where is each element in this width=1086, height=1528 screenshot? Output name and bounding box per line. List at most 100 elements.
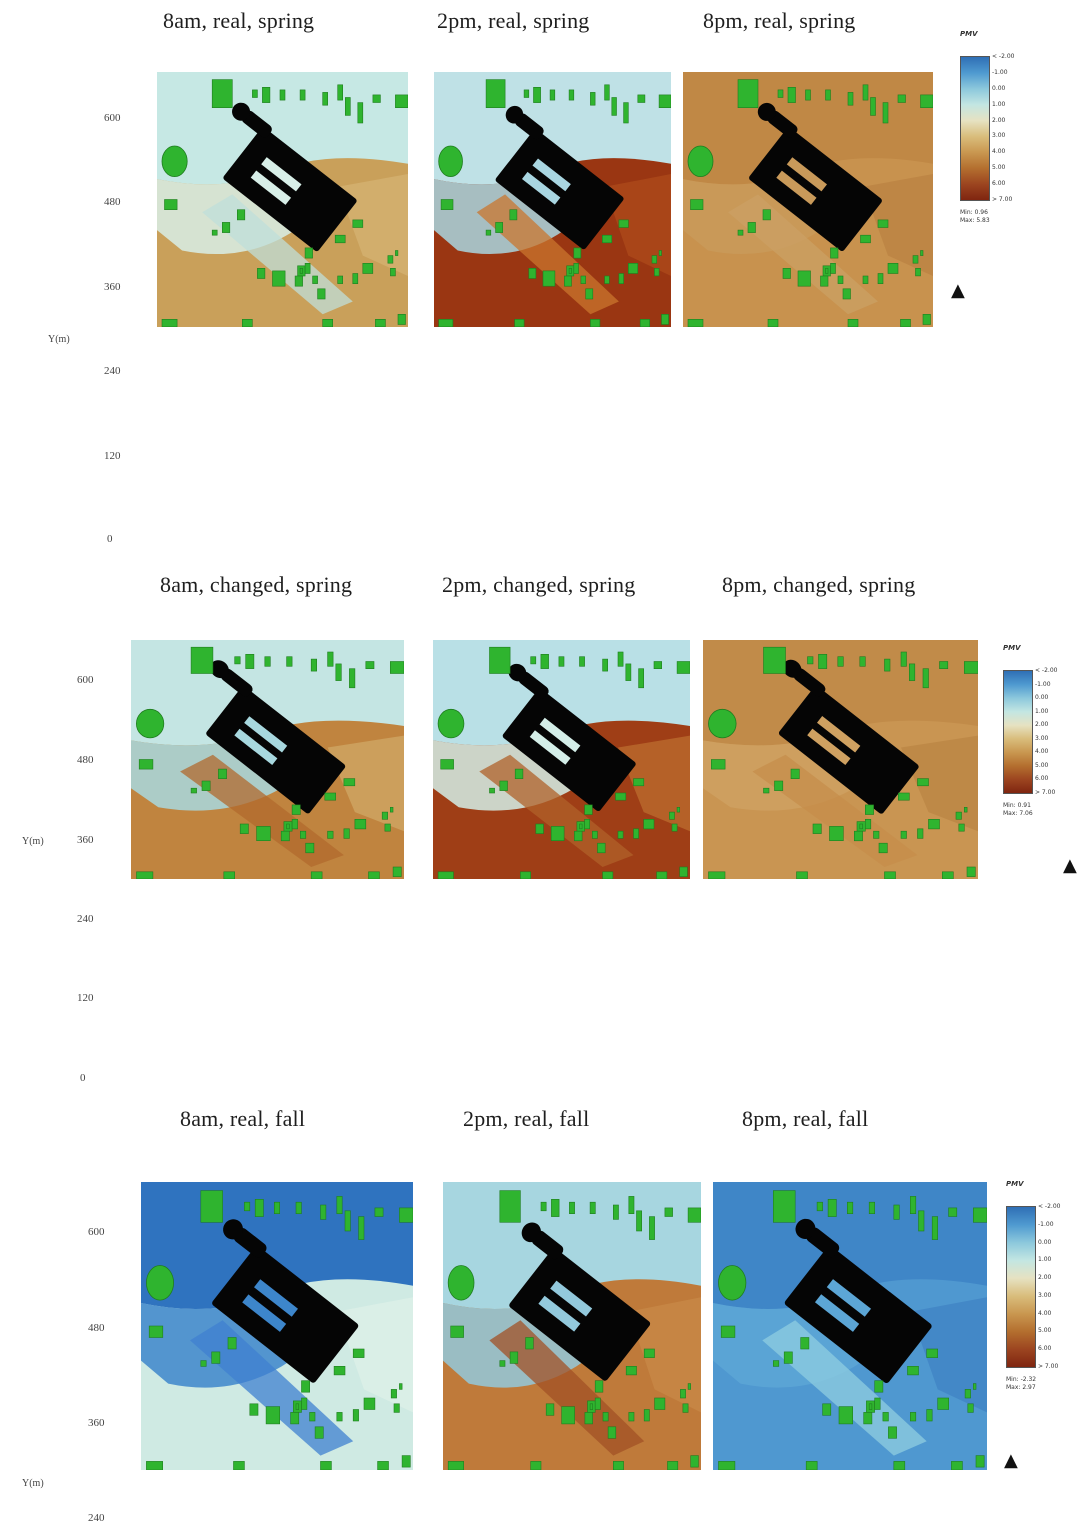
vegetation-patch (372, 94, 381, 103)
vegetation-patch (146, 1461, 163, 1470)
legend-tick-label: 5.00 (992, 164, 1006, 172)
vegetation-patch (865, 804, 874, 815)
building-wing (795, 1218, 816, 1239)
vegetation-patch (395, 94, 408, 108)
legend-tick-label: 4.00 (992, 148, 1006, 156)
legend-min-value: Min: -2.32 (1006, 1376, 1037, 1383)
legend-max-value: Max: 5.83 (960, 217, 990, 224)
vegetation-patch (711, 759, 726, 770)
vegetation-patch (579, 823, 583, 830)
vegetation-patch (654, 268, 660, 277)
legend-tick-label: < -2.00 (992, 53, 1015, 60)
vegetation-patch (829, 826, 844, 841)
vegetation-patch (720, 1325, 736, 1338)
y-tick-label: 480 (77, 754, 94, 766)
vegetation-patch (615, 792, 627, 801)
vegetation-patch (611, 97, 617, 116)
vegetation-patch (682, 1403, 689, 1413)
legend-tick-label: 5.00 (1038, 1327, 1052, 1335)
building-courtyard (521, 171, 561, 205)
vegetation-patch (718, 1265, 747, 1301)
vegetation-patch (868, 1403, 873, 1410)
building-block (223, 127, 357, 252)
building-wing (210, 660, 229, 679)
vegetation-patch (551, 1198, 560, 1217)
vegetation-patch (772, 1190, 796, 1223)
vegetation-patch (800, 1337, 810, 1350)
vegetation-patch (440, 759, 454, 770)
heatmap-panel-2pm-real-fall (443, 1182, 701, 1470)
panel-title: 8am, real, spring (163, 8, 315, 33)
vegetation-patch (818, 654, 828, 669)
vegetation-patch (489, 787, 495, 794)
legend-tick-label: -1.00 (992, 68, 1008, 76)
field-zone-shadow-band (190, 1320, 354, 1456)
vegetation-patch (564, 275, 572, 287)
vegetation-patch (796, 871, 808, 879)
vegetation-patch (887, 263, 899, 274)
vegetation-patch (322, 92, 328, 106)
y-tick-label: 600 (104, 112, 121, 124)
vegetation-patch (816, 1201, 823, 1212)
vegetation-patch (807, 656, 814, 665)
y-tick-label: 240 (88, 1512, 105, 1524)
vegetation-patch (514, 319, 525, 327)
y-axis-label: Y(m) (22, 836, 44, 847)
vegetation-patch (499, 1360, 506, 1367)
north-arrow-icon: ▲ (1004, 1450, 1018, 1471)
building-wing (508, 663, 527, 682)
vegetation-patch (617, 651, 624, 667)
vegetation-patch (585, 288, 594, 300)
y-tick-label: 360 (104, 281, 121, 293)
vegetation-patch (352, 1409, 359, 1422)
building-footprint (509, 1222, 651, 1381)
vegetation-patch (604, 275, 610, 284)
vegetation-patch (333, 1366, 346, 1376)
building-wing (531, 1230, 564, 1260)
building-wing (782, 659, 802, 678)
vegetation-patch (343, 828, 350, 839)
legend-tick-label: < -2.00 (1035, 667, 1058, 674)
vegetation-patch (777, 89, 784, 98)
field-zone-shadow-band (728, 194, 878, 315)
vegetation-patch (227, 1337, 237, 1350)
legend-tick-label: 2.00 (1038, 1274, 1052, 1282)
vegetation-patch (345, 97, 351, 116)
vegetation-patch (357, 102, 364, 124)
vegetation-patch (485, 79, 506, 109)
legend-tick-label: 2.00 (992, 116, 1006, 124)
vegetation-patch (352, 219, 364, 228)
vegetation-patch (265, 1406, 280, 1425)
vegetation-patch (579, 656, 585, 667)
vegetation-patch (305, 842, 315, 854)
vegetation-patch (233, 1461, 245, 1470)
legend-unit-label: PMV (1006, 1180, 1024, 1188)
vegetation-patch (830, 263, 836, 274)
vegetation-patch (164, 199, 178, 210)
vegetation-patch (671, 823, 678, 832)
building-courtyard (807, 728, 851, 766)
vegetation-patch (909, 663, 916, 681)
vegetation-patch (637, 94, 646, 103)
vegetation-patch (530, 1461, 542, 1470)
vegetation-patch (295, 1403, 300, 1410)
vegetation-patch (737, 79, 759, 109)
vegetation-patch (535, 823, 544, 834)
vegetation-patch (884, 871, 896, 879)
legend-tick-label: 1.00 (1035, 707, 1049, 715)
vegetation-patch (967, 1403, 974, 1413)
vegetation-patch (783, 1351, 793, 1364)
vegetation-patch (485, 229, 492, 236)
vegetation-patch (335, 663, 342, 681)
building-footprint (206, 660, 346, 814)
vegetation-patch (514, 768, 524, 780)
vegetation-patch (389, 807, 394, 813)
y-tick-label: 480 (88, 1322, 105, 1334)
vegetation-patch (349, 668, 356, 689)
building-wing (232, 102, 251, 121)
building-courtyard (532, 158, 571, 192)
vegetation-patch (362, 263, 374, 274)
vegetation-patch (661, 314, 669, 325)
building-wing (521, 1222, 541, 1243)
vegetation-patch (190, 646, 214, 674)
